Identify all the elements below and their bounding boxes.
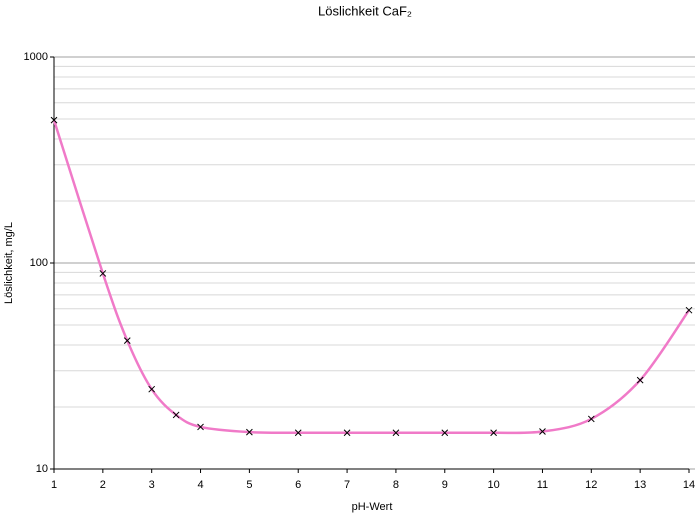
y-tick-label: 1000 <box>24 51 48 63</box>
x-tick-label: 6 <box>295 479 301 491</box>
x-tick-label: 3 <box>149 479 155 491</box>
x-tick-label: 10 <box>487 479 499 491</box>
y-axis-label: Löslichkeit, mg/L <box>3 222 15 304</box>
x-tick-label: 11 <box>537 479 548 491</box>
x-tick-label: 14 <box>683 479 695 491</box>
x-axis-label: pH-Wert <box>352 501 393 513</box>
data-marker <box>587 415 595 423</box>
data-line <box>52 119 691 435</box>
x-tick-label: 4 <box>197 479 203 491</box>
x-tick-label: 9 <box>442 479 448 491</box>
x-tick-label: 2 <box>100 479 106 491</box>
data-marker <box>343 429 351 437</box>
data-marker <box>441 429 449 437</box>
data-marker <box>99 270 107 277</box>
chart-title: Löslichkeit CaF₂ <box>318 3 412 18</box>
data-marker <box>197 423 204 431</box>
data-marker <box>294 429 302 437</box>
data-marker <box>172 411 180 419</box>
x-tick-label: 13 <box>634 479 646 491</box>
y-tick-label: 100 <box>30 257 48 269</box>
x-tick-label: 8 <box>393 479 399 491</box>
data-marker <box>539 428 546 435</box>
data-marker <box>246 428 253 436</box>
data-marker <box>123 337 131 344</box>
data-marker <box>50 116 58 124</box>
x-tick-label: 5 <box>246 479 252 491</box>
data-marker <box>636 376 644 384</box>
data-marker <box>490 429 497 437</box>
data-marker <box>148 385 156 393</box>
y-tick-label: 10 <box>36 463 48 475</box>
data-marker <box>685 306 693 314</box>
x-tick-label: 1 <box>51 479 57 491</box>
x-tick-label: 12 <box>585 479 597 491</box>
data-marker <box>392 429 400 437</box>
x-tick-label: 7 <box>344 479 350 491</box>
